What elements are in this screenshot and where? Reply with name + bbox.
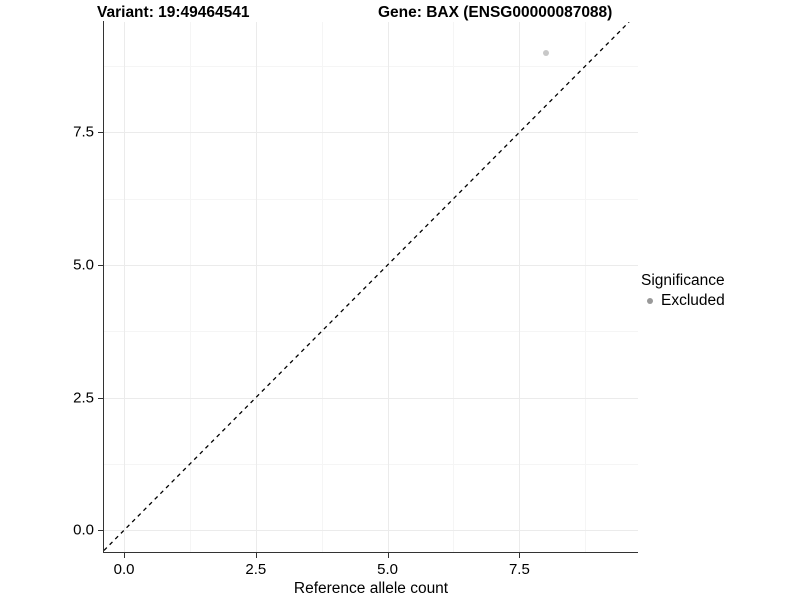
gridline-major-x xyxy=(519,22,521,552)
legend-item[interactable]: Excluded xyxy=(641,290,725,311)
identity-line xyxy=(104,22,630,551)
legend-item-label: Excluded xyxy=(661,291,725,309)
y-tick-mark xyxy=(98,264,103,266)
gridline-minor-y xyxy=(104,463,638,465)
x-tick-mark xyxy=(387,553,389,558)
x-axis-title: Reference allele count xyxy=(293,580,449,597)
legend-dot xyxy=(646,297,653,304)
y-tick-label: 5.0 xyxy=(73,256,94,274)
gridline-minor-y xyxy=(104,66,638,68)
x-tick-mark xyxy=(519,553,521,558)
gridline-major-x xyxy=(255,22,257,552)
gridline-minor-x xyxy=(189,22,191,552)
x-tick-mark xyxy=(124,553,126,558)
gridline-minor-x xyxy=(585,22,587,552)
legend-point-icon xyxy=(641,292,658,309)
gridline-major-y xyxy=(104,132,638,134)
legend: Significance Excluded xyxy=(641,271,725,311)
gridline-major-x xyxy=(124,22,126,552)
identity-line-segment xyxy=(104,22,630,551)
y-tick-mark xyxy=(98,530,103,532)
legend-title: Significance xyxy=(641,272,725,289)
x-tick-mark xyxy=(255,553,257,558)
x-tick-label: 2.5 xyxy=(245,561,267,578)
y-tick-mark xyxy=(98,397,103,399)
x-axis-line xyxy=(103,552,638,554)
y-tick-label: 7.5 xyxy=(73,123,94,141)
y-tick-mark xyxy=(98,132,103,134)
x-tick-label: 5.0 xyxy=(377,561,399,578)
gridline-minor-y xyxy=(104,198,638,200)
data-point[interactable] xyxy=(542,49,549,56)
x-tick-label: 0.0 xyxy=(113,561,135,578)
x-tick-label: 7.5 xyxy=(508,561,530,578)
variant-title: Variant: 19:49464541 xyxy=(97,4,250,21)
gridline-major-y xyxy=(104,264,638,266)
y-axis-line xyxy=(103,21,105,553)
gene-title: Gene: BAX (ENSG00000087088) xyxy=(378,4,613,21)
gridline-major-y xyxy=(104,530,638,532)
gridline-minor-y xyxy=(104,331,638,333)
y-axis-ticks: 0.0 2.5 5.0 7.5 xyxy=(0,0,103,600)
gridline-minor-x xyxy=(453,22,455,552)
y-tick-label: 0.0 xyxy=(73,521,94,539)
gridline-minor-x xyxy=(321,22,323,552)
legend-items: Excluded xyxy=(641,290,725,311)
plot-panel xyxy=(104,22,638,552)
y-tick-label: 2.5 xyxy=(73,389,94,407)
gridline-major-y xyxy=(104,397,638,399)
gridline-major-x xyxy=(387,22,389,552)
